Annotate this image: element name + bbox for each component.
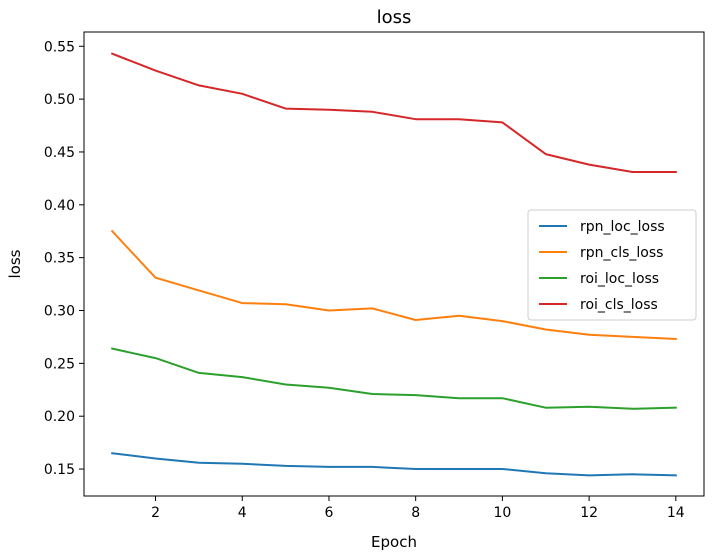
legend-entries: rpn_loc_loss rpn_cls_loss roi_loc_loss roi_…: [539, 219, 665, 313]
y-tick-label: 0.20: [44, 409, 75, 425]
x-tick-label: 14: [667, 505, 685, 521]
legend-box: [527, 209, 697, 321]
x-tick-label: 6: [325, 505, 334, 521]
series-line-rpn-cls-loss: [110, 229, 677, 341]
y-tick-label: 0.45: [44, 145, 75, 161]
legend-label: rpn_cls_loss: [580, 245, 663, 261]
series-line-roi-loc-loss: [111, 347, 677, 410]
x-tick-label: 10: [493, 505, 511, 521]
y-tick-label: 0.25: [44, 356, 75, 372]
x-axis-title: Epoch: [371, 533, 417, 551]
y-tick-label: 0.50: [44, 92, 75, 108]
chart-title: loss: [377, 7, 412, 28]
y-tick-label: 0.35: [44, 251, 75, 267]
x-tick-label: 4: [238, 505, 247, 521]
x-tick-label: 2: [151, 505, 160, 521]
series-line-rpn-loc-loss: [111, 452, 677, 477]
y-tick-label: 0.55: [44, 39, 75, 55]
series-layer: [110, 52, 677, 477]
y-tick-label: 0.40: [44, 198, 75, 214]
legend-label: roi_cls_loss: [580, 297, 658, 313]
legend-label: roi_loc_loss: [580, 271, 659, 287]
y-axis: 0.15 0.20 0.25 0.30 0.35 0.40 0.45 0.50 0.55: [44, 39, 84, 478]
y-axis-title: loss: [6, 249, 24, 278]
x-tick-label: 12: [580, 505, 598, 521]
y-tick-label: 0.30: [44, 304, 75, 320]
series-line-roi-cls-loss: [110, 52, 677, 173]
x-axis: 2 4 6 8 10 12 14: [151, 496, 685, 521]
x-tick-label: 8: [411, 505, 420, 521]
legend: rpn_loc_loss rpn_cls_loss roi_loc_loss roi_…: [527, 209, 697, 321]
y-tick-label: 0.15: [44, 462, 75, 478]
legend-label: rpn_loc_loss: [580, 219, 665, 235]
